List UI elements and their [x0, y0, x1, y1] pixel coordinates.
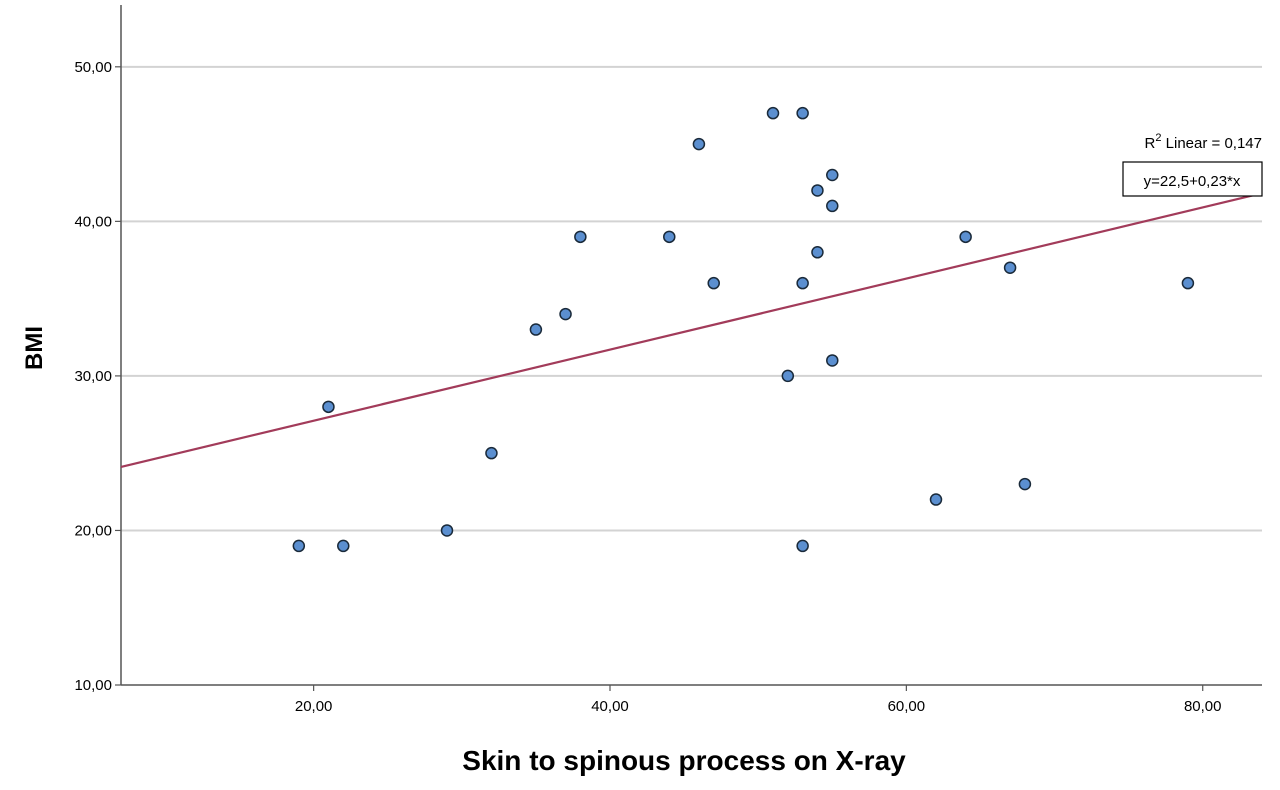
data-point — [322, 400, 335, 414]
data-point — [811, 184, 824, 197]
y-tick-label: 50,00 — [74, 59, 112, 76]
x-tick-label: 60,00 — [888, 698, 926, 715]
data-point — [766, 106, 780, 120]
data-point — [559, 307, 572, 321]
data-point — [440, 524, 454, 537]
x-tick-label: 80,00 — [1184, 698, 1222, 715]
data-point — [707, 276, 720, 290]
data-point — [692, 137, 706, 151]
data-point — [796, 539, 809, 553]
y-tick-label: 30,00 — [74, 368, 112, 385]
data-point — [1003, 261, 1017, 274]
data-point — [292, 539, 306, 553]
x-tick-label: 40,00 — [591, 698, 629, 715]
data-point — [826, 168, 839, 182]
axes — [120, 5, 1262, 686]
data-point — [1018, 477, 1032, 491]
data-point — [781, 369, 795, 383]
y-tick-label: 20,00 — [74, 522, 112, 539]
data-point — [826, 199, 839, 213]
data-point — [796, 276, 809, 290]
fit-annotation: R2 Linear = 0,147 y=22,5+0,23*x — [1122, 132, 1263, 197]
tick-labels: 10,00 20,00 30,00 40,00 50,00 20,00 40,00 60,00… — [74, 59, 1221, 715]
equation-box — [1122, 161, 1263, 197]
data-point — [811, 246, 824, 259]
data-point — [485, 446, 498, 460]
data-point — [574, 230, 587, 244]
fit-line — [120, 192, 1263, 469]
data-point — [529, 323, 543, 336]
data-point — [663, 230, 676, 244]
y-axis-title: BMI — [21, 326, 48, 370]
data-point — [1181, 276, 1195, 290]
data-point — [337, 539, 350, 553]
data-point — [796, 106, 809, 120]
r2-label: R2 Linear = 0,147 — [1145, 132, 1262, 152]
x-tick-label: 20,00 — [295, 698, 333, 715]
fit-line-group — [120, 192, 1263, 469]
equation-label: y=22,5+0,23*x — [1144, 173, 1241, 190]
data-point — [929, 493, 943, 506]
y-tick-label: 40,00 — [74, 213, 112, 230]
data-point — [826, 354, 839, 367]
grid-lines — [121, 65, 1262, 532]
y-tick-label: 10,00 — [74, 677, 112, 694]
x-axis-title: Skin to spinous process on X-ray — [462, 745, 906, 776]
data-points — [292, 106, 1195, 553]
data-point — [959, 230, 972, 244]
